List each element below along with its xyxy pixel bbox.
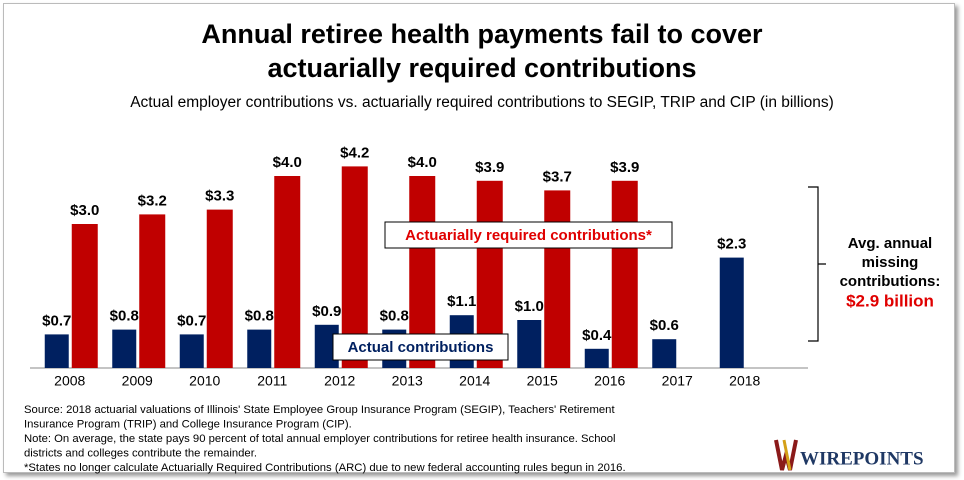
annotation: Avg. annual <box>848 235 932 252</box>
legend-box <box>384 221 673 249</box>
value-label: $1.1 <box>447 293 476 310</box>
annotation-highlight: $2.9 billion <box>846 291 934 310</box>
bar <box>206 209 233 368</box>
footnote: districts and colleges contribute the re… <box>24 447 257 459</box>
x-tick-label: 2008 <box>54 373 85 389</box>
chart-title: actuarially required contributions <box>267 53 696 83</box>
value-label: $3.7 <box>543 168 572 185</box>
value-label: $4.0 <box>408 154 437 171</box>
value-label: $0.8 <box>245 308 274 325</box>
value-label: $1.0 <box>515 298 544 315</box>
logo-text: WIREPOINTS <box>800 448 924 469</box>
chart-title: Annual retiree health payments fail to c… <box>201 19 763 49</box>
bar <box>544 190 571 368</box>
chart-subtitle: Actual employer contributions vs. actuar… <box>130 94 834 111</box>
bar <box>652 339 677 368</box>
bar <box>112 329 137 368</box>
bar <box>274 176 301 368</box>
bar <box>719 257 744 368</box>
x-tick-label: 2014 <box>459 373 490 389</box>
legend-box <box>332 333 509 361</box>
footnote: Source: 2018 actuarial valuations of Ill… <box>24 404 615 416</box>
x-tick-label: 2013 <box>392 373 423 389</box>
bar <box>584 348 609 368</box>
value-label: $0.8 <box>380 308 409 325</box>
value-label: $3.9 <box>610 159 639 176</box>
value-label: $0.8 <box>110 308 139 325</box>
x-tick-label: 2015 <box>527 373 558 389</box>
bar <box>517 320 542 368</box>
legend-label: Actual contributions <box>348 339 494 356</box>
bar <box>44 334 69 368</box>
value-label: $2.3 <box>717 236 746 253</box>
value-label: $4.0 <box>273 154 302 171</box>
value-label: $0.6 <box>650 317 679 334</box>
bar <box>139 214 166 368</box>
x-tick-label: 2018 <box>729 373 760 389</box>
annotation: missing <box>862 254 919 271</box>
annotation: contributions: <box>840 273 941 290</box>
bracket <box>808 186 826 342</box>
x-tick-label: 2010 <box>189 373 220 389</box>
x-tick-label: 2009 <box>122 373 153 389</box>
x-tick-label: 2017 <box>662 373 693 389</box>
logo-icon <box>782 439 792 471</box>
value-label: $0.4 <box>582 327 612 344</box>
footnote: Insurance Program (TRIP) and College Ins… <box>24 418 352 430</box>
value-label: $4.2 <box>340 144 369 161</box>
value-label: $3.9 <box>475 159 504 176</box>
value-label: $0.7 <box>42 312 71 329</box>
x-tick-label: 2016 <box>594 373 625 389</box>
x-tick-label: 2012 <box>324 373 355 389</box>
logo: WIREPOINTS <box>774 439 924 471</box>
footnote: Note: On average, the state pays 90 perc… <box>24 433 616 445</box>
bar <box>611 180 638 368</box>
bar <box>179 334 204 368</box>
value-label: $3.2 <box>138 192 167 209</box>
footnote: *States no longer calculate Actuarially … <box>24 462 626 474</box>
bar <box>247 329 272 368</box>
value-label: $3.3 <box>205 188 234 205</box>
value-label: $3.0 <box>70 202 99 219</box>
value-label: $0.7 <box>177 312 206 329</box>
value-label: $0.9 <box>312 303 341 320</box>
x-tick-label: 2011 <box>257 373 287 389</box>
legend-label: Actuarially required contributions* <box>405 227 652 244</box>
bar <box>71 224 98 368</box>
